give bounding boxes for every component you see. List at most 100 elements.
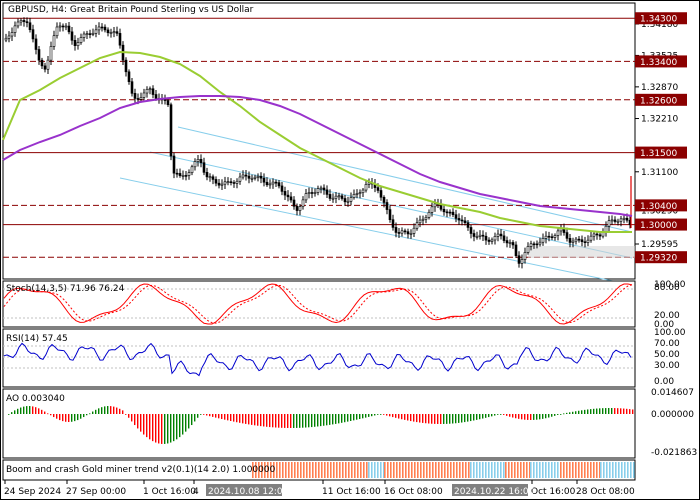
ao-bar (176, 414, 178, 440)
trend-bar (603, 462, 605, 478)
candle-body (553, 235, 557, 238)
trend-bar (453, 462, 455, 478)
ao-pane-border (2, 388, 636, 459)
ao-bar (221, 414, 223, 420)
level-label-bg (635, 251, 687, 264)
ao-bar (326, 414, 328, 426)
candle-body (496, 233, 500, 237)
ao-bar (434, 414, 436, 424)
candle-body (511, 242, 515, 246)
ao-bar (323, 414, 325, 426)
ao-bar (392, 414, 394, 418)
ao-bar (107, 406, 109, 414)
ao-bar (215, 414, 217, 418)
candle-body (256, 175, 260, 178)
ao-bar (575, 411, 577, 414)
candle-body (67, 25, 71, 33)
ao-bar (65, 414, 67, 422)
candle-body (475, 236, 479, 238)
ao-bar (296, 414, 298, 428)
ao-bar (473, 414, 475, 421)
ao-bar (161, 414, 163, 444)
ao-bar (239, 414, 241, 423)
ao-bar (185, 414, 187, 432)
trend-bar (300, 462, 302, 478)
candle-body (499, 233, 503, 237)
candle-body (469, 227, 473, 234)
candle-body (337, 195, 341, 198)
trend-bar (363, 462, 365, 478)
trend-bar (590, 462, 592, 478)
ao-bar (425, 414, 427, 424)
trend-bar (252, 462, 254, 478)
level-label: 1.32600 (640, 96, 677, 106)
candle-body (451, 211, 455, 215)
level-label: 1.30400 (640, 202, 677, 212)
candle-body (85, 33, 89, 35)
candle-body (538, 241, 542, 245)
rsi-tick-label: 50.00 (654, 350, 680, 360)
candle-body (532, 243, 536, 246)
trend-bar (408, 462, 410, 478)
candle-body (19, 20, 23, 23)
candle-body (550, 236, 554, 239)
trend-bar (405, 462, 407, 478)
candle-body (319, 187, 323, 190)
ao-bar (398, 414, 400, 419)
ao-pane[interactable]: AO 0.003040 0.014607 0.000000 -0.021863 (2, 388, 697, 459)
candle-body (541, 238, 545, 243)
ao-bar (470, 414, 472, 422)
ao-bar (143, 414, 145, 435)
time-axis[interactable]: 24 Sep 2024 27 Sep 00:00 1 Oct 16:004 11 Oc… (4, 480, 635, 497)
ao-bar (89, 413, 91, 415)
ao-bar (266, 414, 268, 427)
ao-bar (209, 414, 211, 417)
time-highlight-bg (452, 484, 528, 496)
ao-bar (542, 414, 544, 419)
trend-bar (508, 462, 510, 478)
price-pane[interactable]: GBPUSD, H4: Great Britain Pound Sterling… (2, 2, 687, 286)
ao-bar (140, 414, 142, 432)
trend-bar (387, 462, 389, 478)
candle-body (586, 239, 590, 243)
candle-body (391, 219, 395, 228)
ao-bar (419, 414, 421, 423)
ao-bar (329, 414, 331, 425)
ao-bar (416, 414, 418, 423)
ao-bar (104, 406, 106, 414)
trend-bars (252, 462, 635, 478)
time-tick-label: 1 Oct 16:00 (143, 487, 196, 497)
candle-body (412, 227, 416, 234)
trend-bar (609, 462, 611, 478)
ao-bar (197, 414, 199, 418)
ao-bar (347, 414, 349, 422)
ao-bar (359, 414, 361, 420)
ao-bar (173, 414, 175, 442)
ao-bar (257, 414, 259, 426)
trend-bar (551, 462, 553, 478)
candle-body (202, 162, 206, 173)
level-label: 1.29320 (640, 254, 677, 264)
candle-body (55, 26, 59, 37)
candle-body (619, 218, 623, 222)
trend-bar (545, 462, 547, 478)
level-label-bg (635, 218, 687, 231)
trend-pane[interactable]: Boom and crash Gold miner trend v2(0.1)(… (2, 459, 636, 481)
candle-body (175, 172, 179, 175)
ao-bar (479, 414, 481, 420)
time-highlight-bg (206, 484, 282, 496)
ao-bar (506, 414, 508, 416)
ao-bar (515, 414, 517, 419)
candle-body (115, 31, 119, 34)
ao-bar (101, 407, 103, 414)
trend-bar (447, 462, 449, 478)
ao-bar (407, 414, 409, 421)
ao-bar (284, 414, 286, 428)
ao-bar (476, 414, 478, 420)
ao-bar (395, 414, 397, 418)
candle-body (625, 217, 629, 221)
candle-body (613, 219, 617, 222)
